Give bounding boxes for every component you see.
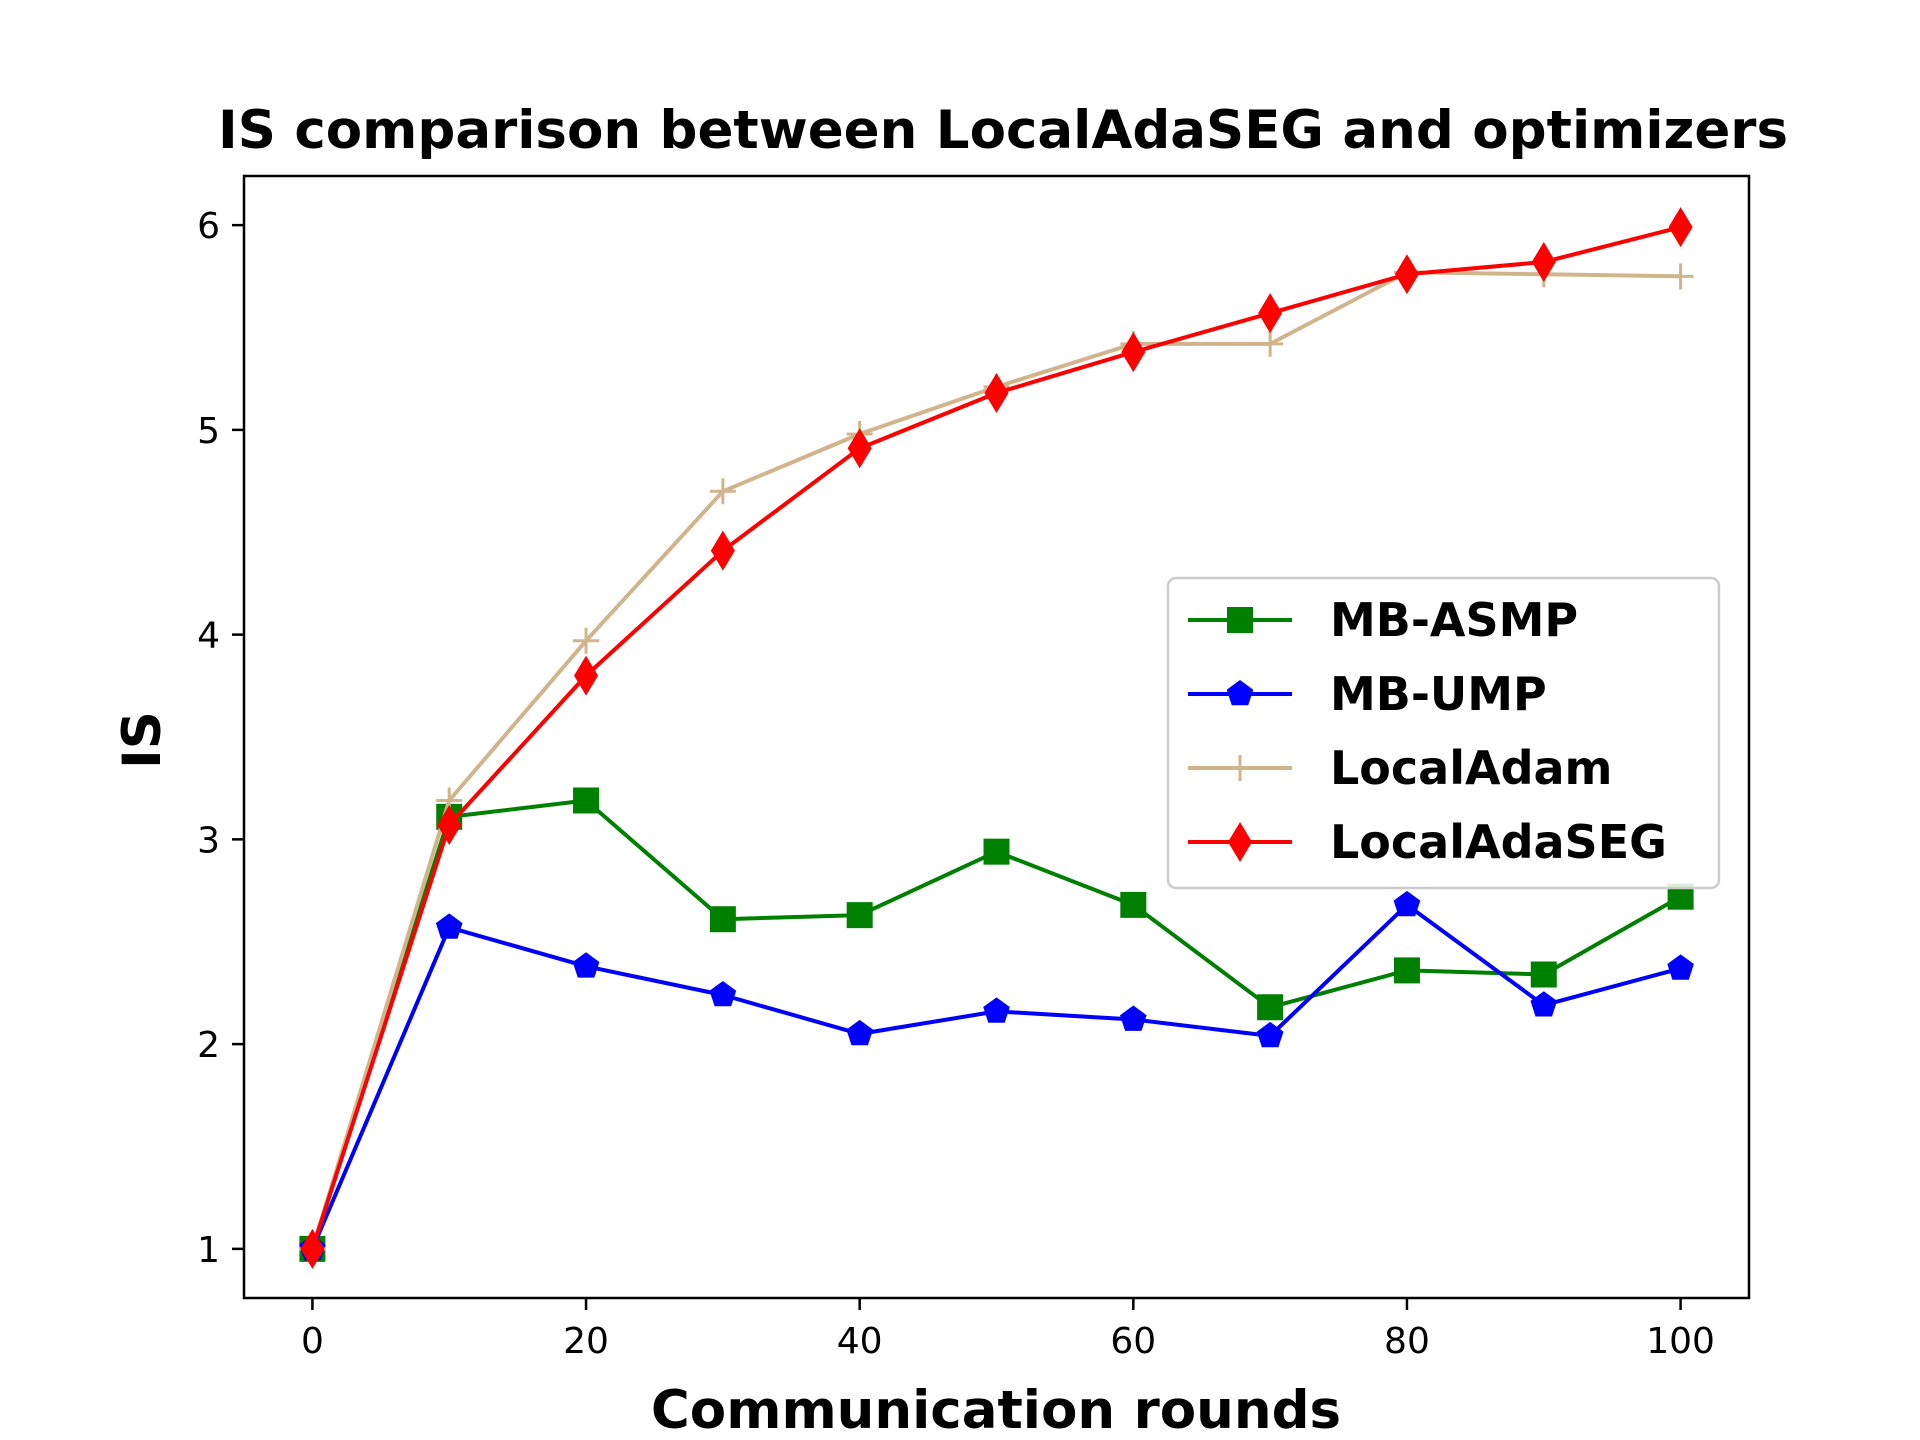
data-point-localadaseg bbox=[1258, 293, 1283, 334]
data-point-mb-asmp bbox=[709, 906, 736, 933]
y-tick-label: 4 bbox=[197, 616, 220, 657]
x-tick-label: 100 bbox=[1646, 1321, 1715, 1362]
y-tick-label: 1 bbox=[197, 1230, 220, 1271]
data-point-localadaseg bbox=[437, 805, 462, 846]
series-layer bbox=[299, 207, 1694, 1269]
y-axis-label: IS bbox=[112, 711, 173, 769]
data-point-mb-ump bbox=[435, 913, 463, 939]
data-point-mb-ump bbox=[846, 1019, 873, 1046]
data-point-localadaseg bbox=[984, 373, 1009, 414]
plot-frame bbox=[242, 174, 1751, 1300]
legend-marker-localadaseg bbox=[1228, 822, 1252, 862]
data-point-localadam bbox=[709, 478, 736, 505]
legend-item-mb-asmp: MB-ASMP bbox=[1188, 593, 1578, 647]
x-axis-label: Communication rounds bbox=[651, 1380, 1341, 1440]
legend-label: MB-ASMP bbox=[1330, 593, 1578, 647]
legend-marker-localadam bbox=[1227, 755, 1253, 781]
data-point-localadaseg bbox=[1394, 254, 1419, 295]
data-point-mb-asmp bbox=[573, 787, 600, 814]
y-tick-label: 6 bbox=[197, 206, 220, 247]
y-tick-label: 2 bbox=[197, 1025, 220, 1066]
data-point-mb-ump bbox=[709, 981, 737, 1007]
data-point-mb-ump bbox=[1530, 991, 1558, 1017]
data-point-mb-asmp bbox=[1120, 891, 1147, 918]
data-point-mb-asmp bbox=[846, 902, 873, 929]
legend-item-localadaseg: LocalAdaSEG bbox=[1188, 815, 1667, 869]
series-localadaseg bbox=[300, 207, 1693, 1269]
y-axis: 1 2 3 4 5 6 bbox=[197, 206, 244, 1271]
data-point-localadaseg bbox=[1121, 332, 1146, 373]
data-point-mb-asmp bbox=[1530, 961, 1557, 988]
data-point-localadaseg bbox=[1668, 207, 1693, 248]
data-point-localadam bbox=[1257, 330, 1284, 357]
data-point-mb-asmp bbox=[983, 838, 1010, 865]
data-point-mb-ump bbox=[983, 997, 1010, 1023]
data-point-mb-ump bbox=[1256, 1021, 1284, 1048]
data-point-localadaseg bbox=[1531, 241, 1556, 282]
legend: MB-ASMP MB-UMP LocalAdam LocalAdaSEG bbox=[1166, 576, 1721, 890]
data-point-mb-asmp bbox=[1393, 957, 1420, 984]
chart-title: IS comparison between LocalAdaSEG and op… bbox=[218, 100, 1788, 161]
legend-item-localadam: LocalAdam bbox=[1188, 741, 1613, 795]
x-tick-label: 20 bbox=[563, 1321, 609, 1362]
legend-item-mb-ump: MB-UMP bbox=[1188, 667, 1547, 721]
x-tick-label: 40 bbox=[837, 1321, 883, 1362]
legend-box bbox=[1166, 576, 1721, 890]
data-point-mb-asmp bbox=[1257, 994, 1284, 1021]
x-tick-label: 0 bbox=[301, 1321, 324, 1362]
legend-label: LocalAdam bbox=[1330, 741, 1613, 795]
data-point-localadam bbox=[573, 627, 600, 654]
data-point-mb-ump bbox=[1667, 954, 1694, 980]
legend-marker-mb-asmp bbox=[1227, 607, 1253, 633]
legend-marker-mb-ump bbox=[1226, 680, 1254, 706]
data-point-mb-ump bbox=[1120, 1005, 1147, 1031]
y-tick-label: 3 bbox=[197, 820, 220, 861]
x-tick-label: 80 bbox=[1384, 1321, 1430, 1362]
data-point-localadaseg bbox=[847, 428, 872, 469]
data-point-localadaseg bbox=[300, 1228, 325, 1269]
data-point-mb-ump bbox=[1393, 890, 1421, 917]
data-point-localadam bbox=[1667, 263, 1694, 290]
legend-label: MB-UMP bbox=[1330, 667, 1547, 721]
data-point-localadaseg bbox=[710, 530, 735, 571]
x-tick-label: 60 bbox=[1110, 1321, 1156, 1362]
data-point-localadaseg bbox=[574, 655, 599, 696]
legend-label: LocalAdaSEG bbox=[1330, 815, 1667, 869]
y-tick-label: 5 bbox=[197, 411, 220, 452]
data-point-mb-ump bbox=[572, 952, 600, 978]
x-axis: 0 20 40 60 80 100 bbox=[301, 1298, 1715, 1362]
